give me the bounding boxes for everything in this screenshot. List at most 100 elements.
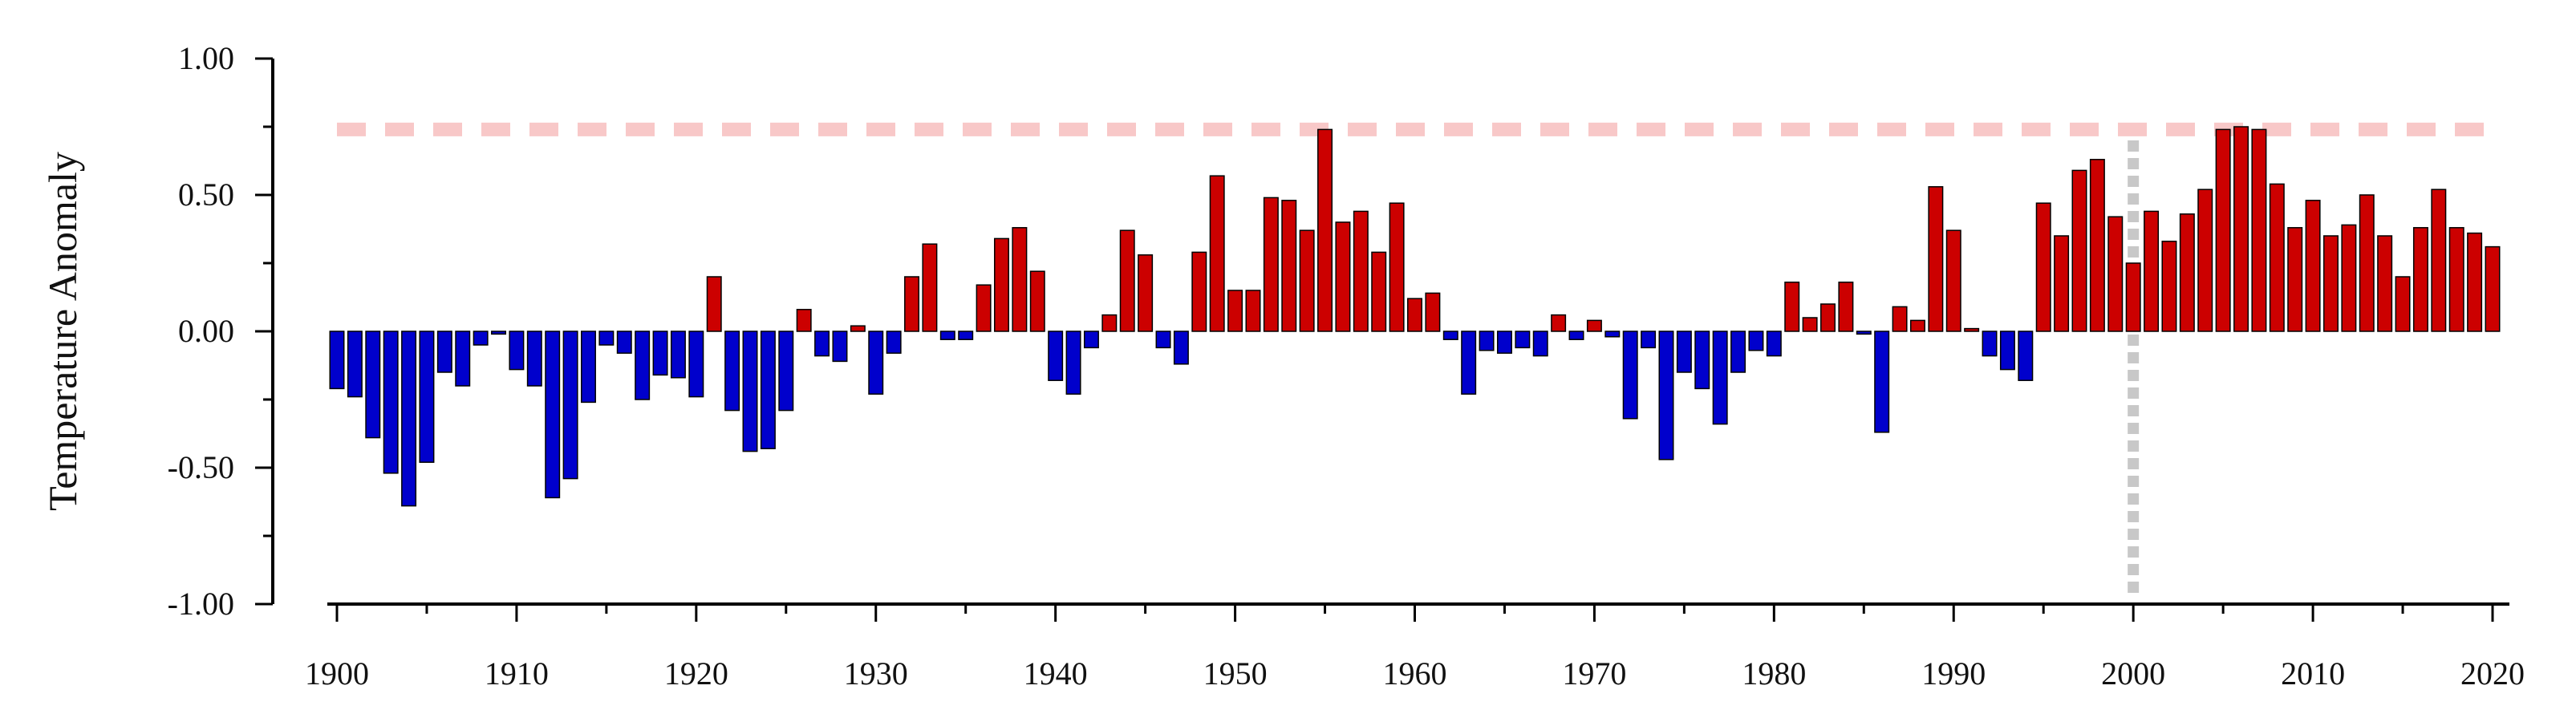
bar-1908	[473, 331, 489, 346]
bar-1961	[1425, 292, 1441, 332]
bar-1995	[2035, 202, 2051, 332]
bar-2005	[2215, 128, 2231, 332]
bar-2018	[2448, 227, 2464, 332]
bar-1973	[1641, 331, 1657, 349]
bar-1974	[1658, 331, 1674, 460]
reference-lines	[337, 122, 2495, 594]
y-tick-label: -1.00	[168, 586, 234, 622]
bar-1970	[1586, 319, 1602, 332]
bar-2004	[2197, 189, 2213, 332]
bar-2019	[2467, 232, 2483, 332]
bar-1935	[958, 331, 974, 340]
bar-1932	[904, 276, 920, 332]
bar-1966	[1515, 331, 1531, 349]
bar-1999	[2107, 216, 2124, 332]
x-tick-label: 1950	[1203, 655, 1268, 692]
y-axis-label: Temperature Anomaly	[40, 152, 85, 511]
x-tick-label: 1900	[305, 655, 369, 692]
bar-2014	[2377, 235, 2393, 332]
bar-1957	[1353, 210, 1369, 332]
bar-1936	[976, 284, 992, 332]
bar-1960	[1407, 298, 1422, 332]
y-axis-ticks: 1.00 0.50 0.00 -0.50 -1.00	[168, 40, 273, 622]
bar-1937	[994, 237, 1009, 332]
bar-1971	[1604, 331, 1621, 338]
x-tick-label: 1990	[1921, 655, 1986, 692]
y-tick-label: 0.50	[178, 176, 234, 213]
bar-1977	[1712, 331, 1728, 425]
bar-1914	[581, 331, 596, 404]
bar-1967	[1532, 331, 1548, 357]
bar-2010	[2305, 200, 2321, 332]
bar-1929	[850, 325, 866, 332]
bar-1911	[526, 331, 542, 387]
bars-group	[329, 126, 2501, 507]
bar-1996	[2054, 235, 2070, 332]
x-tick-label: 1910	[485, 655, 549, 692]
bar-1918	[652, 331, 668, 376]
bar-1906	[436, 331, 452, 373]
bar-1909	[491, 331, 507, 335]
bar-1907	[455, 331, 471, 387]
x-tick-label: 2000	[2101, 655, 2165, 692]
bar-2012	[2341, 224, 2357, 332]
bar-1958	[1371, 251, 1387, 332]
bar-2009	[2287, 227, 2303, 332]
bar-2013	[2359, 194, 2375, 332]
bar-1904	[401, 331, 417, 507]
bar-1991	[1964, 327, 1980, 332]
bar-1943	[1101, 314, 1118, 332]
bar-1926	[796, 309, 812, 332]
bar-1938	[1012, 227, 1028, 332]
x-axis-ticks: 1900 1910 1920 1930 1940 1950 1960 1970 1980 1990…	[305, 604, 2525, 692]
bar-1945	[1138, 254, 1154, 332]
bar-1928	[832, 331, 848, 363]
bar-1972	[1622, 331, 1638, 420]
y-tick-label: -0.50	[168, 449, 234, 485]
bar-1988	[1909, 319, 1925, 332]
bar-1985	[1856, 331, 1872, 335]
bar-1916	[616, 331, 632, 354]
bar-1984	[1838, 282, 1854, 332]
bar-1969	[1568, 331, 1584, 340]
bar-1933	[922, 243, 938, 332]
bar-1978	[1730, 331, 1746, 373]
bar-1953	[1281, 200, 1297, 332]
bar-1950	[1227, 290, 1243, 332]
bar-1965	[1496, 331, 1512, 354]
bar-1947	[1173, 331, 1189, 365]
bar-2008	[2269, 183, 2285, 332]
bar-2003	[2179, 213, 2195, 332]
bar-1983	[1820, 303, 1836, 332]
bar-1982	[1802, 317, 1818, 332]
bar-1956	[1335, 221, 1351, 332]
bar-1980	[1766, 331, 1782, 357]
bar-1900	[329, 331, 345, 390]
bar-1990	[1945, 229, 1961, 332]
bar-1940	[1048, 331, 1064, 381]
bar-1959	[1389, 202, 1405, 332]
x-tick-label: 1940	[1024, 655, 1088, 692]
bar-1954	[1299, 229, 1315, 332]
bar-1997	[2071, 169, 2087, 332]
bar-2016	[2412, 227, 2428, 332]
x-tick-label: 1920	[664, 655, 728, 692]
bar-1948	[1191, 251, 1207, 332]
x-tick-label: 2020	[2460, 655, 2525, 692]
bar-1986	[1874, 331, 1890, 433]
bar-1979	[1748, 331, 1764, 351]
bar-1925	[778, 331, 794, 412]
bar-1962	[1442, 331, 1458, 340]
bar-1927	[814, 331, 830, 357]
bar-1989	[1928, 186, 1944, 332]
bar-1920	[688, 331, 704, 398]
bar-1915	[598, 331, 615, 346]
x-tick-label: 2010	[2281, 655, 2345, 692]
bar-1939	[1029, 270, 1045, 332]
x-tick-label: 1980	[1742, 655, 1806, 692]
bar-1917	[635, 331, 651, 400]
bar-2000	[2125, 262, 2141, 332]
bar-1930	[868, 331, 884, 395]
bar-2020	[2485, 245, 2501, 332]
